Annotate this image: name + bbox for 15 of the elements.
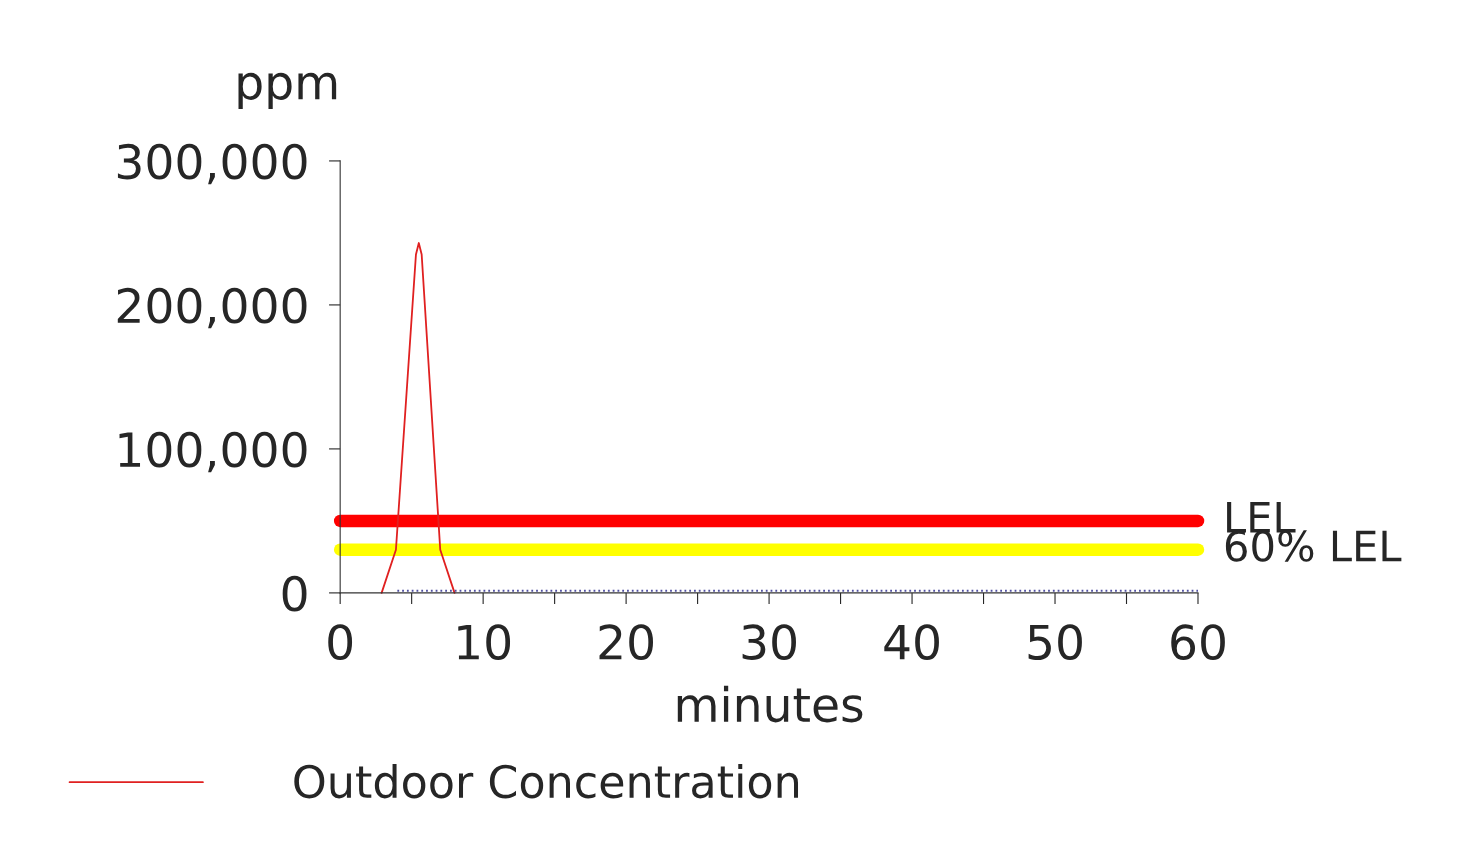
y-tick-label: 100,000 (119, 431, 307, 473)
line-series (380, 242, 456, 594)
y-tick-label: 200,000 (117, 287, 307, 329)
x-tick-label: 20 (599, 624, 654, 661)
y-tick-label: 300,000 (117, 143, 307, 185)
x-tick-label: 50 (1028, 624, 1082, 661)
x-tick-label: 60 (1171, 624, 1225, 661)
x-axis-title: minutes (677, 685, 863, 723)
y-axis-title: ppm (238, 72, 337, 110)
legend-label: Outdoor Concentration (294, 763, 799, 799)
x-tick-label: 10 (458, 624, 511, 661)
x-tick-label: 30 (742, 624, 796, 661)
x-tick-label: 40 (884, 624, 939, 661)
y-tick-label: 0 (282, 575, 307, 612)
x-tick-label: 0 (328, 624, 353, 661)
